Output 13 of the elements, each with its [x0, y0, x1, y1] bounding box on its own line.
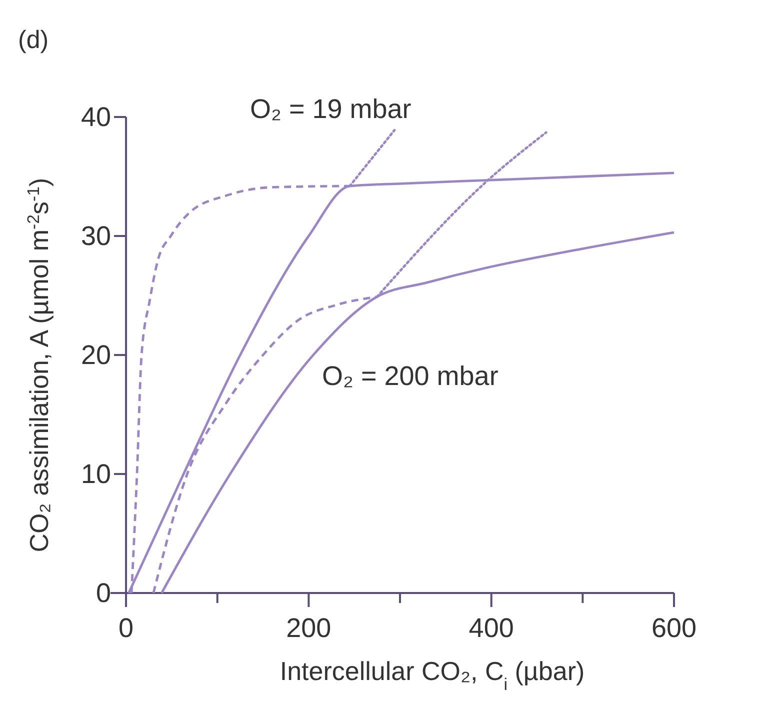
- annotation: O₂ = 200 mbar: [322, 361, 498, 391]
- x-axis-title: Intercellular CO₂, C$_{i}$ (µbar): [280, 656, 585, 694]
- annotation: O₂ = 19 mbar: [250, 94, 412, 124]
- y-tick-label: 30: [80, 221, 112, 251]
- y-tick-label: 0: [96, 578, 112, 608]
- x-tick-label: 200: [286, 613, 332, 643]
- y-tick-label: 40: [80, 102, 112, 132]
- text: (d): [18, 26, 49, 54]
- x-tick-label: 400: [468, 613, 514, 643]
- y-tick-label: 20: [80, 340, 112, 370]
- x-tick-label: 600: [651, 613, 697, 643]
- x-tick-label: 0: [118, 613, 134, 643]
- y-tick-label: 10: [80, 459, 112, 489]
